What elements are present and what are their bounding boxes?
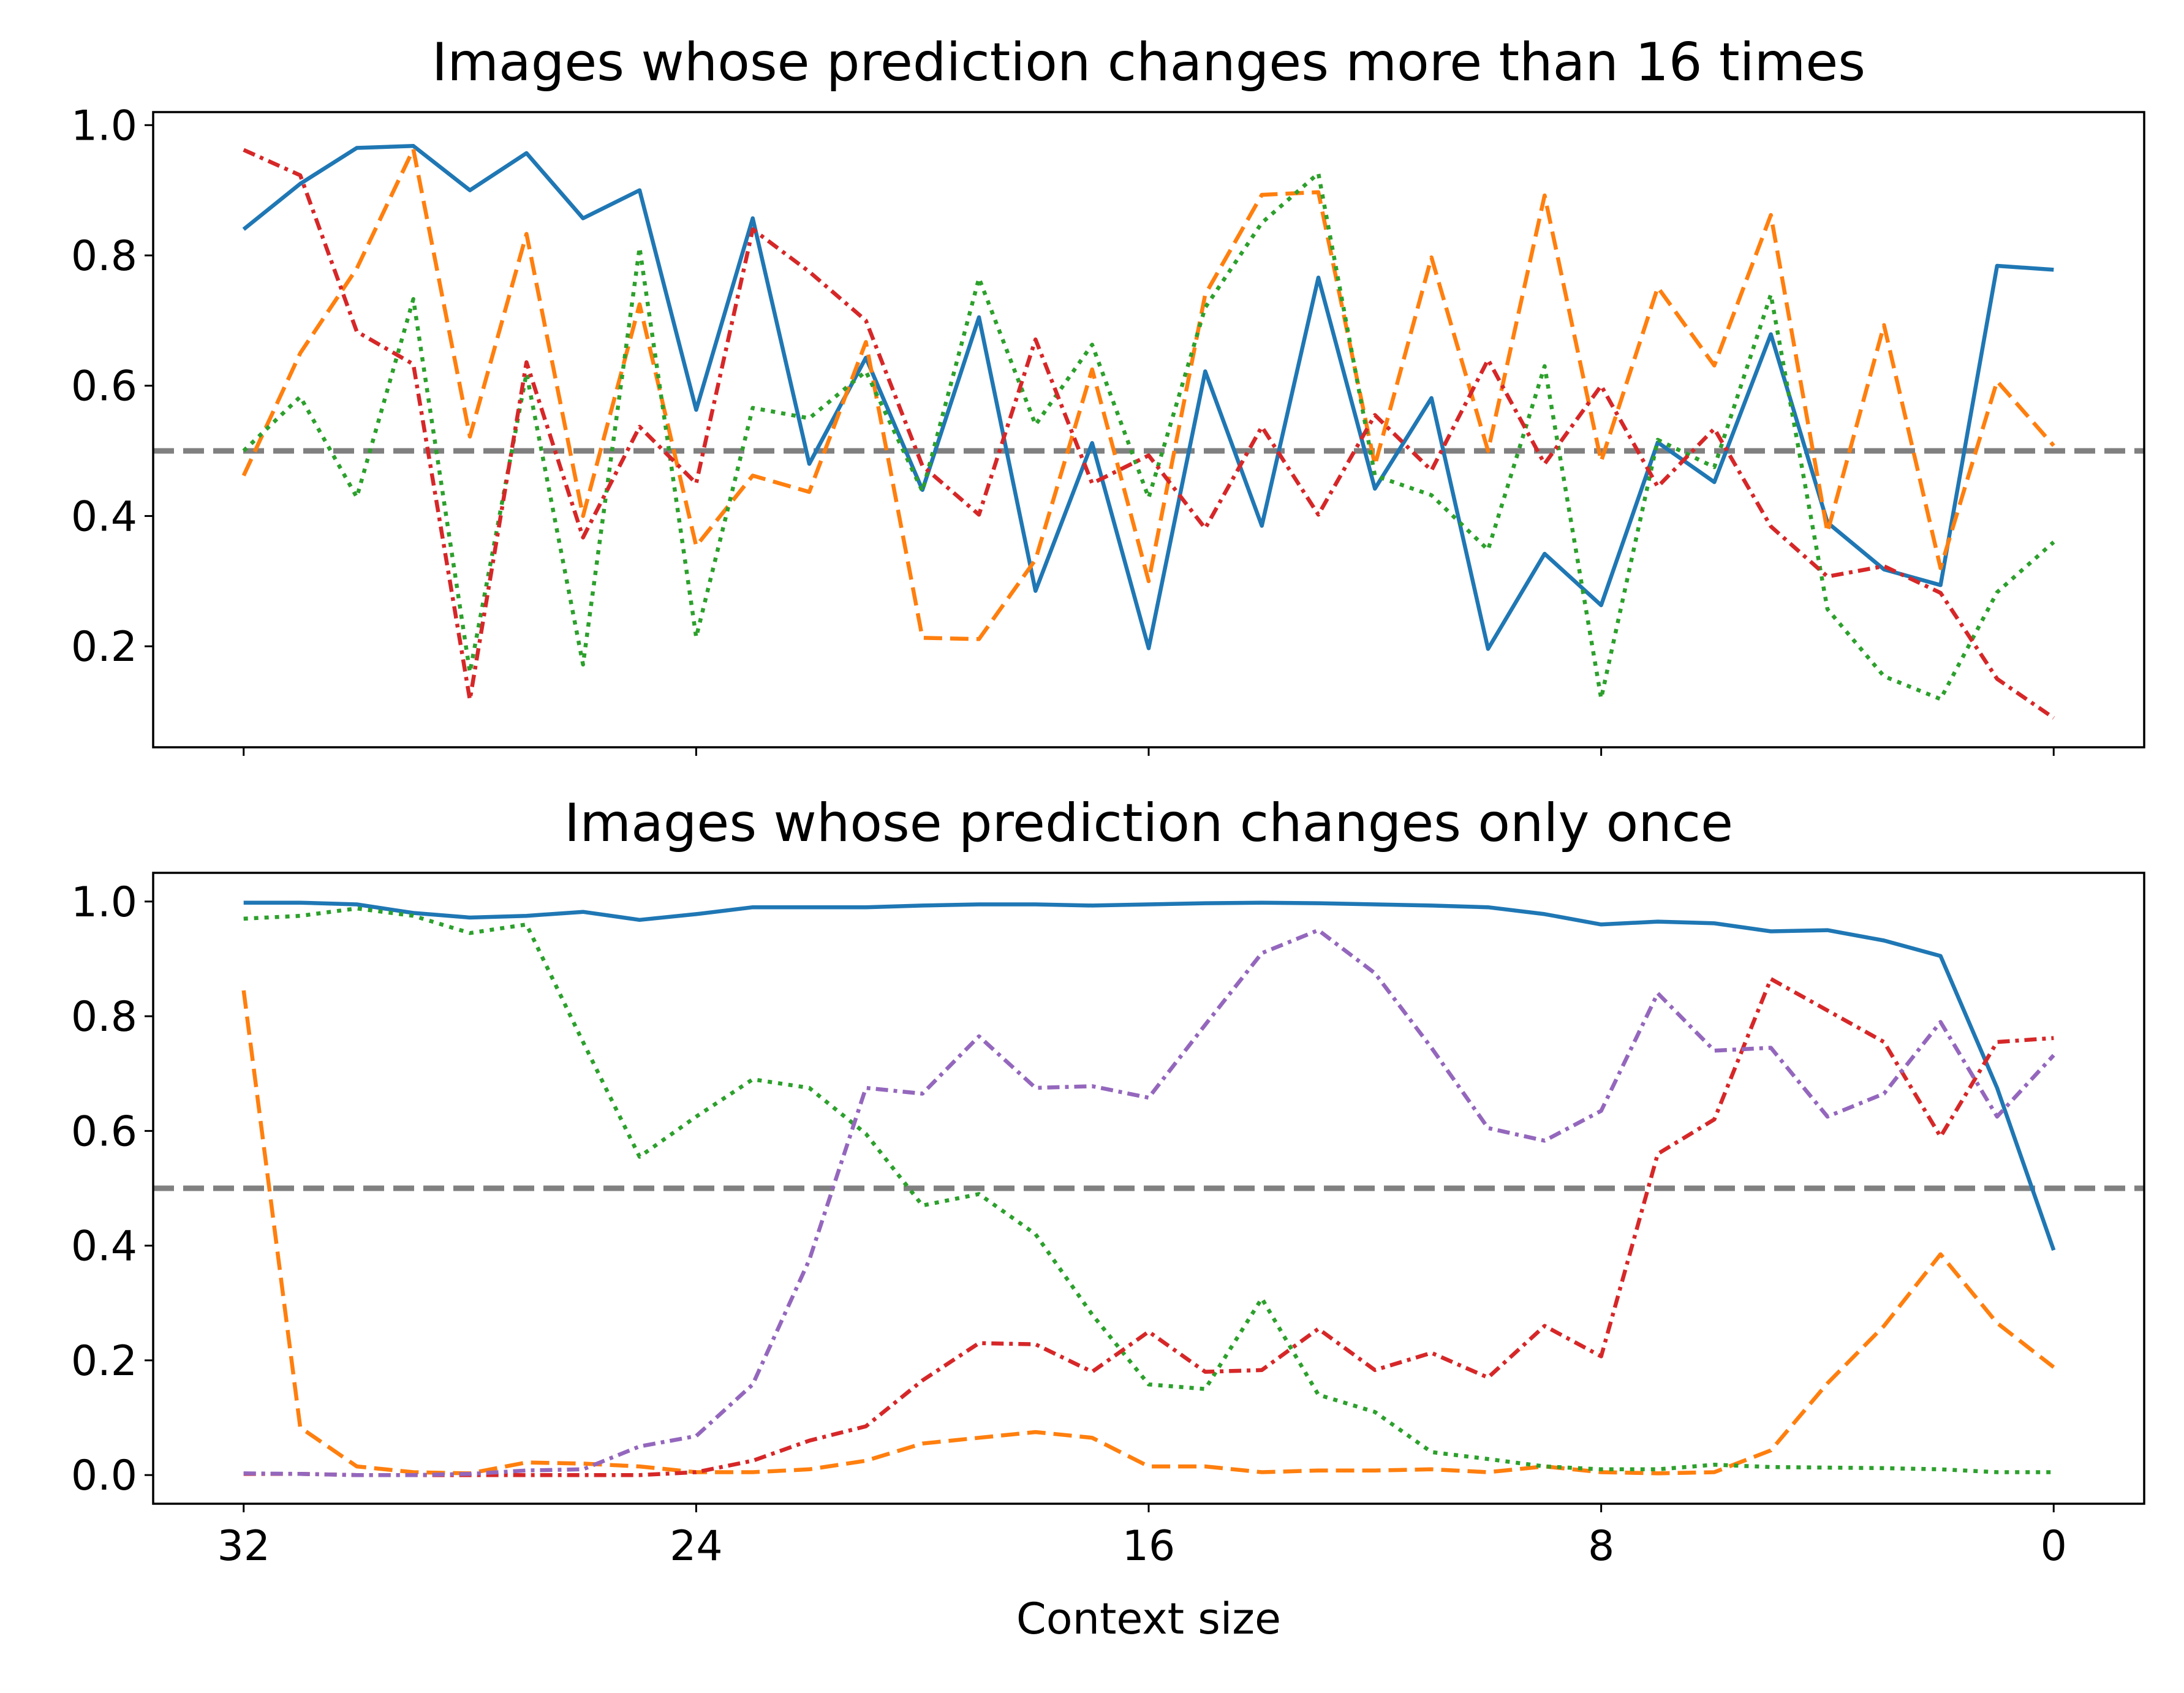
chart-panel-2: Images whose prediction changes only onc…: [71, 793, 2145, 1644]
y-tick-label: 1.0: [71, 102, 137, 150]
series-line-2: [241, 990, 2055, 1476]
x-tick-label: 32: [217, 1522, 270, 1570]
x-tick-label: 16: [1122, 1522, 1176, 1570]
y-tick-label: 0.6: [71, 363, 137, 411]
axes-frame: [152, 872, 2145, 1505]
series-line-4: [243, 148, 2055, 720]
y-tick-label: 0.8: [71, 232, 137, 281]
series-line-1: [243, 900, 2056, 1251]
x-axis-label: Context size: [1016, 1594, 1281, 1644]
series-line-4: [243, 976, 2054, 1477]
series-line-3: [242, 171, 2055, 701]
y-tick-label: 1.0: [71, 878, 137, 927]
x-tick-label: 8: [1588, 1522, 1614, 1570]
y-tick-label: 0.4: [71, 492, 137, 541]
series-line-1: [242, 144, 2054, 651]
axes-frame: [152, 111, 2145, 748]
series-line-5: [243, 928, 2055, 1477]
x-tick-label: 0: [2041, 1522, 2067, 1570]
x-tick-label: 24: [670, 1522, 723, 1570]
chart-title: Images whose prediction changes more tha…: [432, 32, 1865, 93]
y-tick-label: 0.4: [71, 1223, 137, 1271]
chart-panel-1: Images whose prediction changes more tha…: [71, 32, 2145, 756]
y-tick-label: 0.6: [71, 1107, 137, 1156]
chart-title: Images whose prediction changes only onc…: [564, 793, 1733, 854]
y-tick-label: 0.8: [71, 993, 137, 1041]
series-line-2: [241, 147, 2055, 641]
y-tick-label: 0.2: [71, 1337, 137, 1386]
y-tick-label: 0.0: [71, 1452, 137, 1500]
y-tick-label: 0.2: [71, 623, 137, 671]
series-line-3: [243, 906, 2054, 1474]
